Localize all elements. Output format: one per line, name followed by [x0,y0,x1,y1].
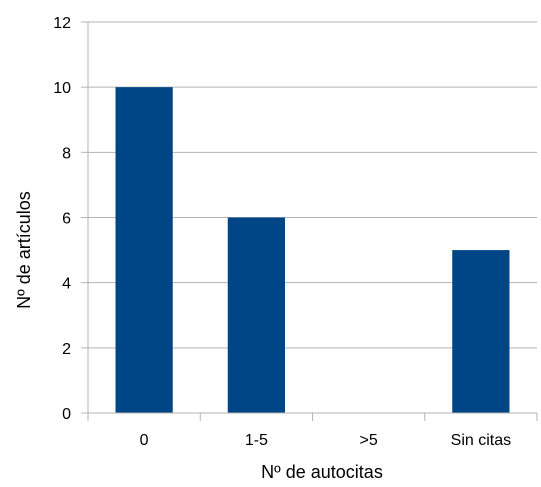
y-tick-label: 8 [62,145,71,162]
x-tick-labels: 0 1-5 >5 Sin citas [140,432,511,449]
bar-3 [452,250,510,413]
bar-1 [227,217,285,413]
axes [81,21,538,421]
x-tick-label: >5 [360,432,378,449]
y-tick-label: 12 [53,15,71,32]
x-tick-label: 1-5 [245,432,268,449]
y-tick-label: 4 [62,276,71,293]
y-tick-label: 6 [62,211,71,228]
y-axis-title: Nº de artículos [14,191,34,309]
x-tick-label: 0 [140,432,149,449]
y-tick-label: 0 [62,406,71,423]
x-tick-label: Sin citas [451,432,511,449]
bars [115,87,510,414]
y-tick-label: 2 [62,341,71,358]
y-tick-labels: 0 2 4 6 8 10 12 [53,15,71,423]
y-tick-label: 10 [53,80,71,97]
x-axis-title: Nº de autocitas [261,462,383,482]
bar-0 [115,87,173,414]
